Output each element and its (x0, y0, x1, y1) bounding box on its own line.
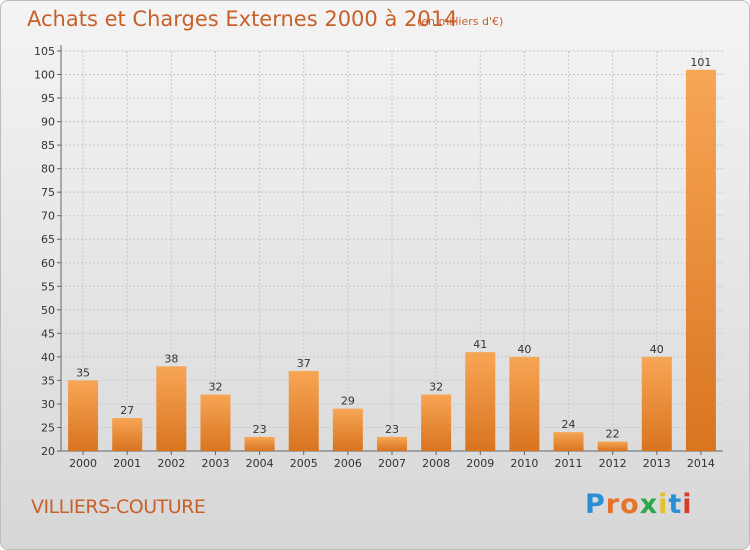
y-tick-label: 80 (41, 163, 55, 176)
bar-value-label: 40 (650, 343, 664, 356)
y-tick-label: 65 (41, 233, 55, 246)
bar-2012[interactable] (597, 441, 628, 451)
logo-letter: i (682, 489, 693, 520)
x-tick-label: 2000 (69, 457, 97, 470)
bar-2013[interactable] (641, 356, 672, 451)
x-tick-label: 2008 (422, 457, 450, 470)
bar-value-label: 23 (253, 423, 267, 436)
x-tick-label: 2013 (643, 457, 671, 470)
bar-2011[interactable] (553, 432, 584, 451)
bar-2014[interactable] (685, 69, 716, 451)
y-tick-label: 100 (34, 69, 55, 82)
y-tick-label: 35 (41, 374, 55, 387)
y-tick-label: 40 (41, 351, 55, 364)
y-tick-label: 105 (34, 45, 55, 58)
bar-2008[interactable] (421, 394, 452, 451)
y-tick-label: 60 (41, 257, 55, 270)
logo-letter: o (620, 489, 640, 520)
proxiti-logo[interactable]: Proxiti (585, 489, 693, 520)
chart-subtitle: (en milliers d'€) (417, 15, 504, 28)
bar-value-label: 27 (120, 404, 134, 417)
x-tick-label: 2005 (290, 457, 318, 470)
bar-2010[interactable] (509, 356, 540, 451)
logo-letter: P (585, 489, 606, 520)
bar-2009[interactable] (465, 352, 496, 451)
y-tick-label: 70 (41, 210, 55, 223)
y-tick-label: 90 (41, 116, 55, 129)
y-tick-label: 55 (41, 280, 55, 293)
bars (68, 69, 716, 451)
bar-value-label: 32 (208, 381, 222, 394)
x-tick-label: 2004 (246, 457, 274, 470)
bar-2002[interactable] (156, 366, 187, 451)
bar-value-label: 24 (562, 418, 576, 431)
bar-2001[interactable] (112, 418, 143, 451)
x-tick-label: 2002 (157, 457, 185, 470)
bar-value-label: 38 (164, 352, 178, 365)
x-tick-label: 2006 (334, 457, 362, 470)
y-tick-label: 50 (41, 304, 55, 317)
logo-letter: i (658, 489, 669, 520)
x-tick-label: 2003 (201, 457, 229, 470)
chart-title: Achats et Charges Externes 2000 à 2014 (27, 7, 458, 31)
labels: 20 25 30 35 40 45 50 55 60 65 70 75 80 85 90 95 100 105 35… (34, 45, 715, 470)
y-tick-label: 20 (41, 445, 55, 458)
x-tick-label: 2014 (687, 457, 715, 470)
bar-2000[interactable] (68, 380, 99, 451)
bar-value-label: 41 (473, 338, 487, 351)
y-tick-label: 30 (41, 398, 55, 411)
logo-letter: x (639, 489, 659, 520)
bar-2004[interactable] (244, 436, 275, 451)
x-tick-label: 2011 (555, 457, 583, 470)
x-tick-label: 2010 (510, 457, 538, 470)
bar-value-label: 35 (76, 366, 90, 379)
bar-value-label: 23 (385, 423, 399, 436)
x-tick-label: 2001 (113, 457, 141, 470)
bar-2006[interactable] (332, 408, 363, 451)
bar-value-label: 32 (429, 381, 443, 394)
bar-value-label: 22 (606, 428, 620, 441)
x-tick-label: 2009 (466, 457, 494, 470)
bar-2003[interactable] (200, 394, 231, 451)
bar-2007[interactable] (377, 436, 407, 451)
bar-value-label: 40 (517, 343, 531, 356)
bar-value-label: 29 (341, 395, 355, 408)
x-tick-label: 2012 (599, 457, 627, 470)
y-tick-label: 45 (41, 327, 55, 340)
x-tick-label: 2007 (378, 457, 406, 470)
bar-2005[interactable] (288, 371, 319, 451)
y-tick-label: 95 (41, 92, 55, 105)
bar-value-label: 37 (297, 357, 311, 370)
y-tick-label: 75 (41, 186, 55, 199)
logo-letter: r (605, 489, 621, 520)
y-tick-label: 85 (41, 139, 55, 152)
commune-name: VILLIERS-COUTURE (31, 496, 206, 518)
logo-letter: t (668, 489, 683, 520)
bar-value-label: 101 (690, 56, 711, 69)
y-tick-label: 25 (41, 421, 55, 434)
